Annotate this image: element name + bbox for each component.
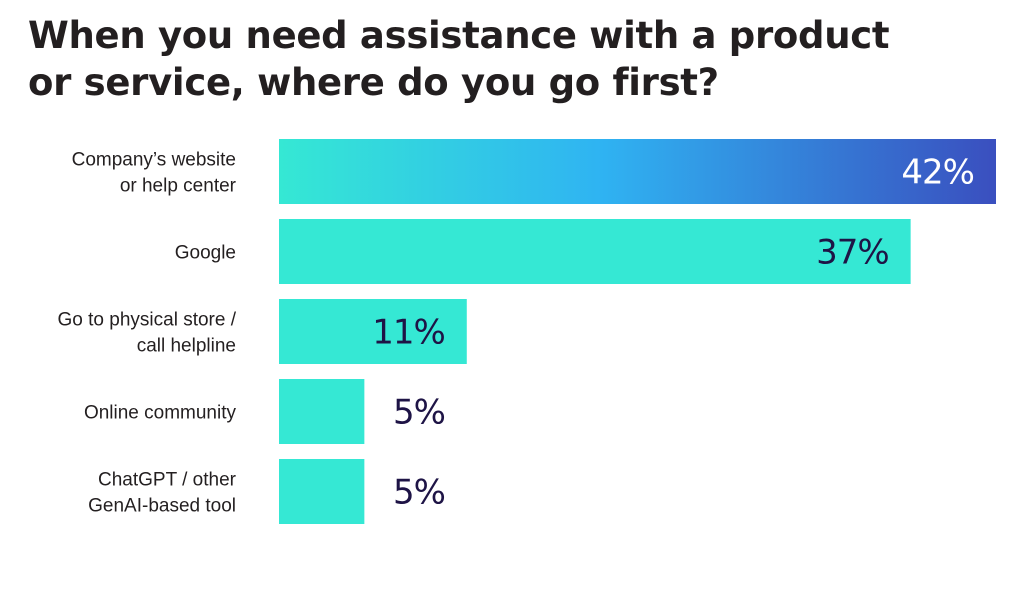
bar-2 [279,299,467,364]
chart-title-line-1: When you need assistance with a product [28,14,890,57]
category-label-0-line-1: or help center [120,176,237,197]
bar-1 [279,219,911,284]
category-label-4: ChatGPT / other GenAI-based tool [88,470,237,517]
chart-title: When you need assistance with a product … [28,12,928,106]
category-label-4-line-1: GenAI-based tool [88,496,236,517]
category-label-0-line-0: Company’s website [72,150,236,171]
value-label-0: 42% [901,153,974,193]
chart-title-line-2: or service, where do you go first? [28,61,719,104]
category-label-3: Online community [84,403,237,424]
category-label-1-line-0: Google [175,243,236,264]
bars-group: Company’s website or help center 42% Google… [58,139,996,524]
category-label-1: Google [175,243,236,264]
category-label-2-line-0: Go to physical store / [58,310,237,331]
category-label-0: Company’s website or help center [72,150,237,197]
value-label-2: 11% [372,313,445,353]
value-label-4: 5% [393,473,445,513]
bar-4 [279,459,365,524]
bar-3 [279,379,365,444]
value-label-1: 37% [816,233,889,273]
bar-0 [279,139,996,204]
category-label-2: Go to physical store / call helpline [58,310,237,357]
category-label-4-line-0: ChatGPT / other [98,470,237,491]
category-label-2-line-1: call helpline [137,336,236,357]
category-label-3-line-0: Online community [84,403,237,424]
value-label-3: 5% [393,393,445,433]
